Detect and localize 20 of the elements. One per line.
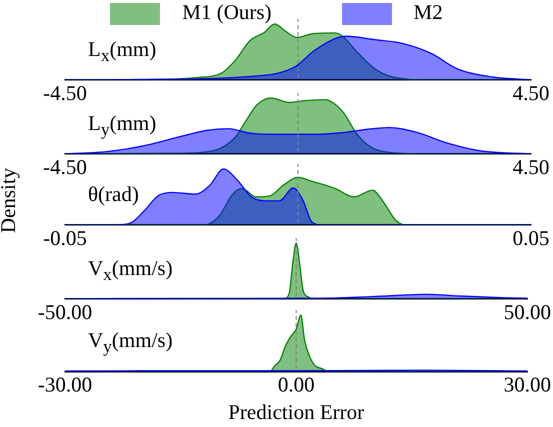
annotation: V$_{x}$(mm/s) (88, 256, 173, 286)
x-tick-label: 4.50 (512, 80, 550, 105)
x-tick-label: 0.05 (512, 226, 550, 250)
x-tick-label: -0.05 (43, 226, 87, 250)
x-tick-label: -30.00 (38, 372, 92, 397)
x-tick-label: -4.50 (43, 154, 87, 179)
annotation: L$_{y}$(mm) (88, 111, 156, 140)
x-axis-title: Prediction Error (228, 400, 364, 424)
legend-label: M1 (Ours) (182, 0, 272, 24)
annotation: θ(rad) (88, 182, 139, 207)
annotation: L$_{x}$(mm) (88, 37, 156, 66)
legend-label: M2 (414, 0, 443, 24)
x-tick-label: 0.00 (278, 372, 315, 397)
annotation: V$_{y}$(mm/s) (88, 328, 173, 358)
x-tick-label: 4.50 (512, 154, 550, 179)
x-tick-label: 50.00 (504, 300, 551, 324)
x-tick-label: -4.50 (43, 80, 87, 105)
x-tick-label: 30.00 (504, 372, 551, 397)
x-tick-label: -50.00 (38, 300, 92, 324)
y-axis-title: Density (0, 168, 22, 234)
